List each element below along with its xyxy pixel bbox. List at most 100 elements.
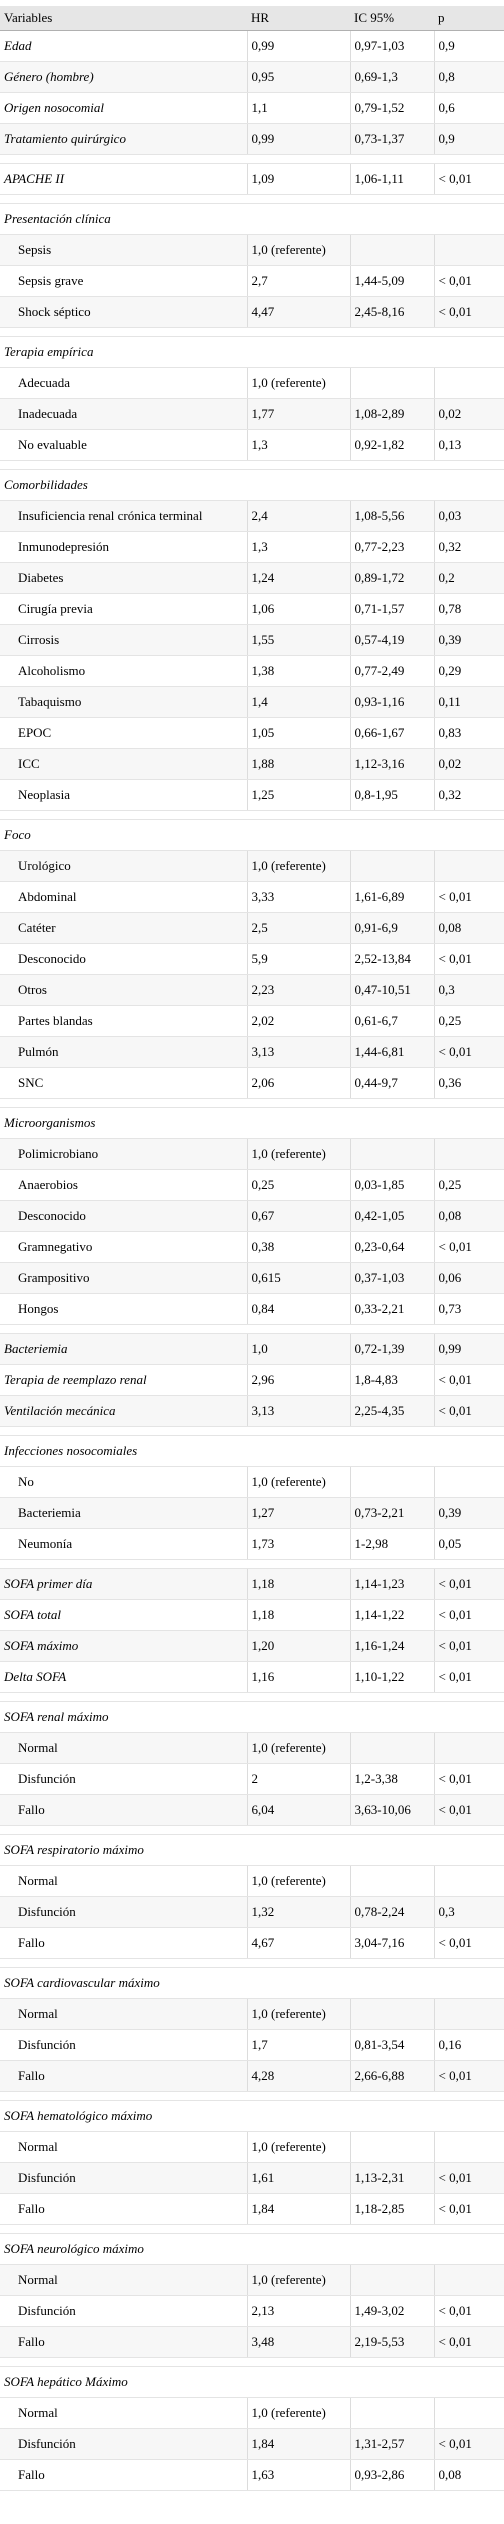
row-label: Sepsis grave (0, 265, 247, 297)
table-row: Cirrosis 1,55 0,57-4,19 0,39 (0, 624, 504, 656)
ci-value (349, 1865, 434, 1897)
hr-value: 0,84 (246, 1293, 350, 1325)
p-value: < 0,01 (433, 881, 504, 913)
row-label: Disfunción (0, 2162, 247, 2194)
ci-value: 0,93-1,16 (349, 686, 434, 718)
hr-value: 1,0 (referente) (246, 2264, 350, 2296)
table-row: Disfunción 1,61 1,13-2,31 < 0,01 (0, 2162, 504, 2194)
row-label: Catéter (0, 912, 247, 944)
p-value (433, 850, 504, 882)
hr-value: 2 (246, 1763, 350, 1795)
ci-value: 1,08-5,56 (349, 500, 434, 532)
section-title: SOFA cardiovascular máximo (0, 1967, 504, 1999)
row-label: Fallo (0, 2060, 247, 2092)
ci-value: 0,73-1,37 (349, 123, 434, 155)
row-label: Abdominal (0, 881, 247, 913)
p-value: 0,36 (433, 1067, 504, 1099)
table-row: Origen nosocomial 1,1 0,79-1,52 0,6 (0, 92, 504, 124)
ci-value: 0,93-2,86 (349, 2459, 434, 2491)
ci-value: 0,73-2,21 (349, 1497, 434, 1529)
row-label: Origen nosocomial (0, 92, 247, 124)
row-label: Anaerobios (0, 1169, 247, 1201)
section-title: SOFA hematológico máximo (0, 2100, 504, 2132)
ci-value: 0,79-1,52 (349, 92, 434, 124)
section-title: Comorbilidades (0, 469, 504, 501)
table-row: Desconocido 0,67 0,42-1,05 0,08 (0, 1200, 504, 1232)
p-value: 0,25 (433, 1169, 504, 1201)
p-value: 0,32 (433, 531, 504, 563)
ci-value: 1,14-1,23 (349, 1568, 434, 1600)
p-value: 0,16 (433, 2029, 504, 2061)
section-title-row: SOFA hematológico máximo (0, 2100, 504, 2132)
section-title: Microorganismos (0, 1107, 504, 1139)
ci-value: 0,77-2,23 (349, 531, 434, 563)
p-value: 0,06 (433, 1262, 504, 1294)
ci-value: 0,57-4,19 (349, 624, 434, 656)
row-label: Gramnegativo (0, 1231, 247, 1263)
table-row: Disfunción 1,84 1,31-2,57 < 0,01 (0, 2428, 504, 2460)
hr-value: 1,0 (referente) (246, 1865, 350, 1897)
p-value (433, 2397, 504, 2429)
p-value: < 0,01 (433, 2295, 504, 2327)
table-row: Otros 2,23 0,47-10,51 0,3 (0, 974, 504, 1006)
p-value: 0,39 (433, 1497, 504, 1529)
table-row: Insuficiencia renal crónica terminal 2,4 1… (0, 500, 504, 532)
table-row: Abdominal 3,33 1,61-6,89 < 0,01 (0, 881, 504, 913)
table-row: Urológico 1,0 (referente) (0, 850, 504, 882)
row-label: EPOC (0, 717, 247, 749)
table-row: Sepsis 1,0 (referente) (0, 234, 504, 266)
ci-value: 2,66-6,88 (349, 2060, 434, 2092)
p-value: < 0,01 (433, 2162, 504, 2194)
row-label: Urológico (0, 850, 247, 882)
hr-value: 1,3 (246, 429, 350, 461)
ci-value: 1,8-4,83 (349, 1364, 434, 1396)
hr-value: 1,77 (246, 398, 350, 430)
hr-value: 1,06 (246, 593, 350, 625)
hr-value: 1,61 (246, 2162, 350, 2194)
hr-value: 1,0 (referente) (246, 850, 350, 882)
hr-value: 1,88 (246, 748, 350, 780)
row-label: Partes blandas (0, 1005, 247, 1037)
section-title: Foco (0, 819, 504, 851)
row-label: No (0, 1466, 247, 1498)
section-title-row: Foco (0, 819, 504, 851)
row-label: No evaluable (0, 429, 247, 461)
hr-value: 1,73 (246, 1528, 350, 1560)
hr-value: 0,38 (246, 1231, 350, 1263)
p-value: 0,73 (433, 1293, 504, 1325)
p-value: 0,32 (433, 779, 504, 811)
p-value: 0,99 (433, 1333, 504, 1365)
ci-value: 1,16-1,24 (349, 1630, 434, 1662)
table-row: ICC 1,88 1,12-3,16 0,02 (0, 748, 504, 780)
table-row: Bacteriemia 1,0 0,72-1,39 0,99 (0, 1333, 504, 1365)
row-label: SOFA total (0, 1599, 247, 1631)
ci-value: 1,44-5,09 (349, 265, 434, 297)
ci-value (349, 2131, 434, 2163)
table-row: Normal 1,0 (referente) (0, 1865, 504, 1897)
p-value: 0,02 (433, 398, 504, 430)
table-row: Edad 0,99 0,97-1,03 0,9 (0, 30, 504, 62)
table-row: Cirugía previa 1,06 0,71-1,57 0,78 (0, 593, 504, 625)
row-label: Inmunodepresión (0, 531, 247, 563)
hr-value: 3,33 (246, 881, 350, 913)
row-label: Disfunción (0, 2029, 247, 2061)
p-value: < 0,01 (433, 1794, 504, 1826)
p-value: 0,13 (433, 429, 504, 461)
row-label: Neumonía (0, 1528, 247, 1560)
p-value: 0,3 (433, 974, 504, 1006)
row-label: Cirugía previa (0, 593, 247, 625)
p-value: < 0,01 (433, 1395, 504, 1427)
table-row: Alcoholismo 1,38 0,77-2,49 0,29 (0, 655, 504, 687)
hr-value: 1,55 (246, 624, 350, 656)
hr-value: 1,05 (246, 717, 350, 749)
p-value (433, 2131, 504, 2163)
section-title-row: SOFA hepático Máximo (0, 2366, 504, 2398)
row-label: Disfunción (0, 2428, 247, 2460)
table-row: APACHE II 1,09 1,06-1,11 < 0,01 (0, 163, 504, 195)
p-value: 0,9 (433, 30, 504, 62)
ci-value: 0,44-9,7 (349, 1067, 434, 1099)
table-row: Adecuada 1,0 (referente) (0, 367, 504, 399)
row-label: Sepsis (0, 234, 247, 266)
row-label: Ventilación mecánica (0, 1395, 247, 1427)
